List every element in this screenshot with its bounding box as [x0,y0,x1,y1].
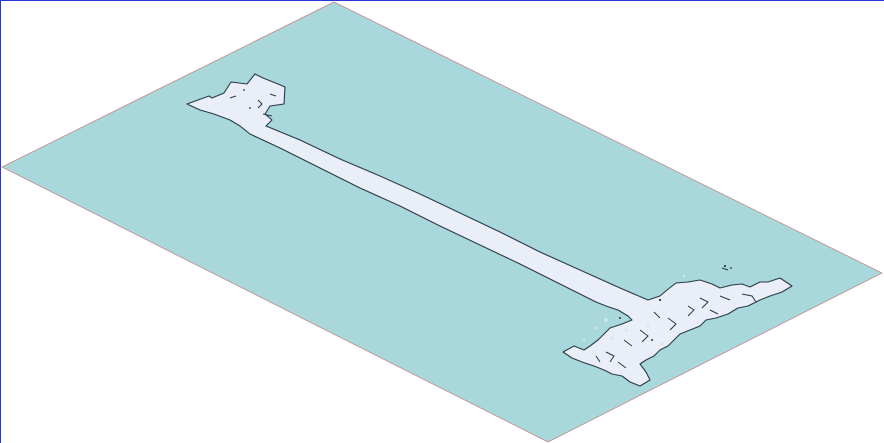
explored-free-space[interactable] [186,73,793,387]
room-west-wall-fragments [229,93,277,117]
obstacle-dots [243,89,732,341]
room-east-wall-fragments [595,267,757,369]
viewport-top-border [0,0,884,1]
scan-noise-specks [582,274,686,346]
viewport-left-border [0,0,1,443]
